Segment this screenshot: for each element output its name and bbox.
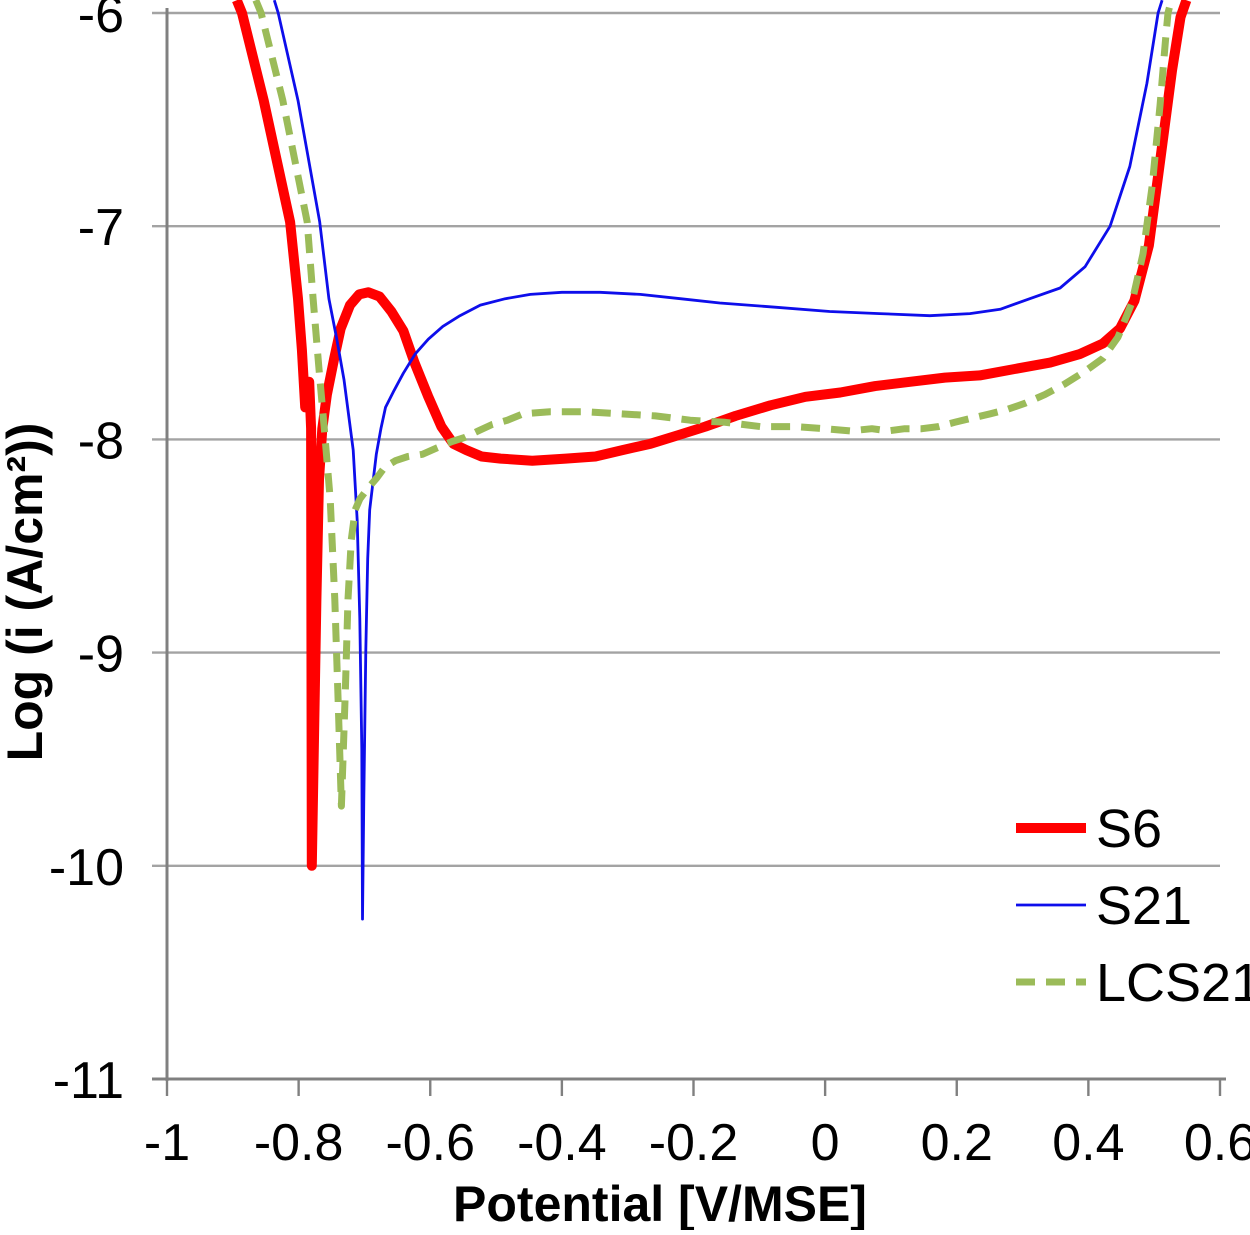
y-tick-label: -10 <box>49 839 124 897</box>
x-axis-title: Potential [V/MSE] <box>453 1176 867 1230</box>
y-axis-title: Log (i (A/cm²)) <box>0 423 53 762</box>
legend-label-s6: S6 <box>1096 799 1162 859</box>
series-curve-lcs21 <box>252 0 1175 810</box>
x-tick-label: -1 <box>144 1114 190 1172</box>
data-series <box>232 0 1192 921</box>
legend-label-s21: S21 <box>1096 876 1192 936</box>
y-tick-label: -11 <box>53 1052 124 1110</box>
y-tick-label: -6 <box>78 0 124 44</box>
series-curve-s6 <box>232 0 1192 871</box>
x-tick-label: 0.4 <box>1052 1114 1124 1172</box>
x-tick-label: -0.2 <box>649 1114 739 1172</box>
x-tick-label: -0.8 <box>254 1114 344 1172</box>
x-tick-label: -0.4 <box>517 1114 607 1172</box>
tick-labels: -6 -7 -8 -9 -10 -11 -1 -0.8 -0.6 -0.4 -0.2 0 0.2 0.4 0… <box>49 0 1250 1172</box>
legend: S6 S21 LCS21 <box>1016 799 1250 1013</box>
x-tick-label: 0.2 <box>921 1114 993 1172</box>
x-tick-label: 0.6 <box>1184 1114 1250 1172</box>
axes <box>152 8 1226 1096</box>
y-tick-label: -7 <box>78 199 124 257</box>
legend-label-lcs21: LCS21 <box>1096 953 1250 1013</box>
series-curve-s21 <box>272 0 1164 921</box>
x-tick-label: -0.6 <box>385 1114 475 1172</box>
y-tick-label: -8 <box>78 412 124 470</box>
y-tick-label: -9 <box>78 626 124 684</box>
x-tick-label: 0 <box>811 1114 840 1172</box>
